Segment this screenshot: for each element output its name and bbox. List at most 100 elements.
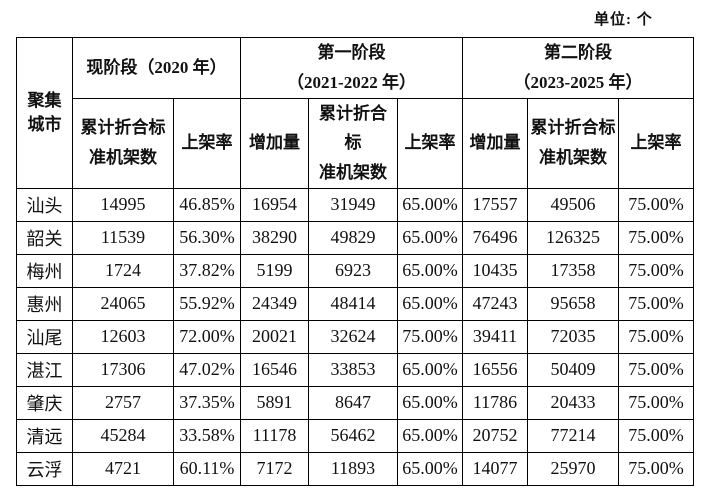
cell-p1-rate: 65.00%	[397, 220, 463, 255]
cell-p1-increase: 5199	[240, 253, 309, 288]
cell-p1-rate: 65.00%	[397, 352, 463, 387]
header-p2-rate: 上架率	[618, 97, 694, 189]
cell-p1-racks: 32624	[308, 319, 398, 354]
cell-p2-increase: 10435	[462, 253, 528, 288]
cell-p2-rate: 75.00%	[618, 451, 694, 486]
cell-p2-racks: 17358	[527, 253, 619, 288]
cell-p2-increase: 76496	[462, 220, 528, 255]
cell-p2-racks: 20433	[527, 385, 619, 420]
table-row: 清远 45284 33.58% 11178 56462 65.00% 20752…	[16, 418, 694, 453]
header-phase-two-line2: （2023-2025 年）	[513, 72, 643, 92]
cell-p1-increase: 24349	[240, 286, 309, 321]
cell-p2-increase: 20752	[462, 418, 528, 453]
header-p1-racks: 累计折合标 准机架数	[308, 97, 398, 189]
cell-current-rate: 37.35%	[173, 385, 241, 420]
cell-p2-rate: 75.00%	[618, 385, 694, 420]
table-row: 梅州 1724 37.82% 5199 6923 65.00% 10435 17…	[16, 253, 694, 288]
cell-city: 惠州	[16, 286, 73, 321]
cell-p1-racks: 8647	[308, 385, 398, 420]
cell-p2-rate: 75.00%	[618, 319, 694, 354]
cell-p2-rate: 75.00%	[618, 286, 694, 321]
cell-p2-rate: 75.00%	[618, 352, 694, 387]
table-row: 云浮 4721 60.11% 7172 11893 65.00% 14077 2…	[16, 451, 694, 486]
cell-p2-rate: 75.00%	[618, 220, 694, 255]
cell-p1-rate: 65.00%	[397, 451, 463, 486]
header-row-phases: 聚集 城市 现阶段（2020 年） 第一阶段 （2021-2022 年） 第二阶…	[16, 37, 694, 189]
cell-city: 湛江	[16, 352, 73, 387]
cell-current-rate: 56.30%	[173, 220, 241, 255]
cell-current-rate: 33.58%	[173, 418, 241, 453]
cell-p2-increase: 39411	[462, 319, 528, 354]
cell-p2-increase: 11786	[462, 385, 528, 420]
cell-current-racks: 14995	[72, 187, 174, 222]
header-current-racks-line2: 准机架数	[89, 148, 157, 168]
cell-current-racks: 1724	[72, 253, 174, 288]
cell-p1-increase: 38290	[240, 220, 309, 255]
cell-p1-increase: 5891	[240, 385, 309, 420]
header-p1-increase: 增加量	[240, 97, 309, 189]
cell-p1-racks: 11893	[308, 451, 398, 486]
cell-p2-racks: 126325	[527, 220, 619, 255]
cell-p2-increase: 17557	[462, 187, 528, 222]
header-p1-rate: 上架率	[397, 97, 463, 189]
cell-current-rate: 37.82%	[173, 253, 241, 288]
cell-p1-rate: 65.00%	[397, 418, 463, 453]
cell-p2-racks: 72035	[527, 319, 619, 354]
cell-current-racks: 11539	[72, 220, 174, 255]
table-row: 湛江 17306 47.02% 16546 33853 65.00% 16556…	[16, 352, 694, 387]
header-cluster-city-line1: 聚集	[27, 91, 62, 111]
header-current-rate: 上架率	[173, 97, 241, 189]
cell-p1-racks: 31949	[308, 187, 398, 222]
cell-current-rate: 72.00%	[173, 319, 241, 354]
cell-p1-rate: 65.00%	[397, 253, 463, 288]
header-row-metrics: 累计折合标 准机架数 上架率 增加量 累计折合标 准机架数 上架率 增加量 累计…	[17, 97, 694, 189]
cell-p1-increase: 20021	[240, 319, 309, 354]
cell-p2-rate: 75.00%	[618, 253, 694, 288]
cell-p2-increase: 16556	[462, 352, 528, 387]
header-p1-racks-line2: 准机架数	[319, 163, 387, 182]
unit-label: 单位: 个	[594, 12, 653, 28]
cell-p2-racks: 77214	[527, 418, 619, 453]
header-phase-one: 第一阶段 （2021-2022 年）	[240, 37, 463, 99]
cell-current-rate: 55.92%	[173, 286, 241, 321]
cell-p1-racks: 6923	[308, 253, 398, 288]
cell-current-rate: 46.85%	[173, 187, 241, 222]
header-p2-increase: 增加量	[462, 97, 528, 189]
header-cluster-city: 聚集 城市	[16, 37, 73, 189]
header-p2-racks-line2: 准机架数	[539, 148, 607, 168]
cell-current-racks: 4721	[72, 451, 174, 486]
header-p1-racks-line1: 累计折合标	[319, 103, 387, 153]
table-row: 汕尾 12603 72.00% 20021 32624 75.00% 39411…	[16, 319, 694, 354]
cell-p2-rate: 75.00%	[618, 187, 694, 222]
cell-city: 汕头	[16, 187, 73, 222]
cell-p2-racks: 25970	[527, 451, 619, 486]
cell-p1-racks: 56462	[308, 418, 398, 453]
cell-p1-rate: 65.00%	[397, 286, 463, 321]
cell-city: 汕尾	[16, 319, 73, 354]
cell-city: 梅州	[16, 253, 73, 288]
table-row: 肇庆 2757 37.35% 5891 8647 65.00% 11786 20…	[16, 385, 694, 420]
cell-p1-increase: 16546	[240, 352, 309, 387]
cell-current-racks: 24065	[72, 286, 174, 321]
header-phase-one-line2: （2021-2022 年）	[287, 72, 416, 92]
cell-current-racks: 12603	[72, 319, 174, 354]
header-phase-current: 现阶段（2020 年）	[72, 37, 241, 99]
cell-p2-increase: 14077	[462, 451, 528, 486]
header-cluster-city-line2: 城市	[27, 114, 62, 134]
table-row: 韶关 11539 56.30% 38290 49829 65.00% 76496…	[16, 220, 694, 255]
cell-city: 云浮	[16, 451, 73, 486]
cell-current-racks: 17306	[72, 352, 174, 387]
cell-city: 韶关	[16, 220, 73, 255]
cell-p1-racks: 48414	[308, 286, 398, 321]
cell-current-racks: 45284	[72, 418, 174, 453]
cell-current-rate: 47.02%	[173, 352, 241, 387]
header-p2-racks: 累计折合标 准机架数	[527, 97, 619, 189]
header-phase-two-line1: 第二阶段	[544, 43, 612, 62]
cell-p1-increase: 7172	[240, 451, 309, 486]
cell-p2-rate: 75.00%	[618, 418, 694, 453]
header-phase-two: 第二阶段 （2023-2025 年）	[462, 37, 694, 99]
header-phase-current-line1: 现阶段（2020 年）	[86, 57, 227, 77]
table-row: 惠州 24065 55.92% 24349 48414 65.00% 47243…	[16, 286, 694, 321]
cell-p1-racks: 33853	[308, 352, 398, 387]
cell-city: 肇庆	[16, 385, 73, 420]
